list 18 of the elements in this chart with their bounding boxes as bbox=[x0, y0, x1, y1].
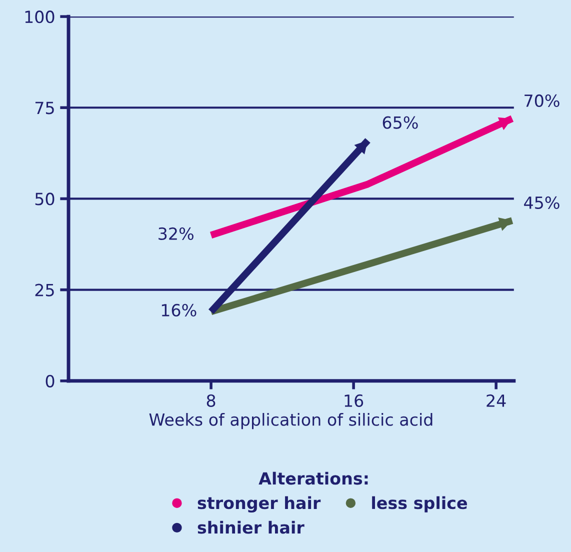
x-tick-label: 8 bbox=[206, 394, 216, 407]
legend-title: Alterations: bbox=[258, 472, 368, 485]
y-tick-label: 75 bbox=[35, 102, 54, 114]
x-tick-label: 16 bbox=[344, 394, 364, 407]
y-tick-label: 50 bbox=[35, 192, 54, 206]
y-tick-label: 0 bbox=[46, 374, 54, 388]
annotation: 70% bbox=[524, 94, 560, 108]
legend-label: stronger hair bbox=[198, 496, 321, 513]
annotation: 65% bbox=[382, 116, 418, 129]
annotation: 16% bbox=[162, 304, 196, 316]
legend-label: less splice bbox=[372, 496, 467, 512]
legend-label: shinier hair bbox=[198, 520, 304, 534]
annotation: 45% bbox=[524, 196, 560, 210]
annotation: 32% bbox=[158, 227, 194, 240]
x-tick-label: 24 bbox=[486, 394, 506, 407]
y-tick-label: 100 bbox=[25, 10, 54, 24]
x-axis-title: Weeks of application of silicic acid bbox=[149, 412, 432, 430]
y-tick-label: 25 bbox=[35, 284, 54, 296]
